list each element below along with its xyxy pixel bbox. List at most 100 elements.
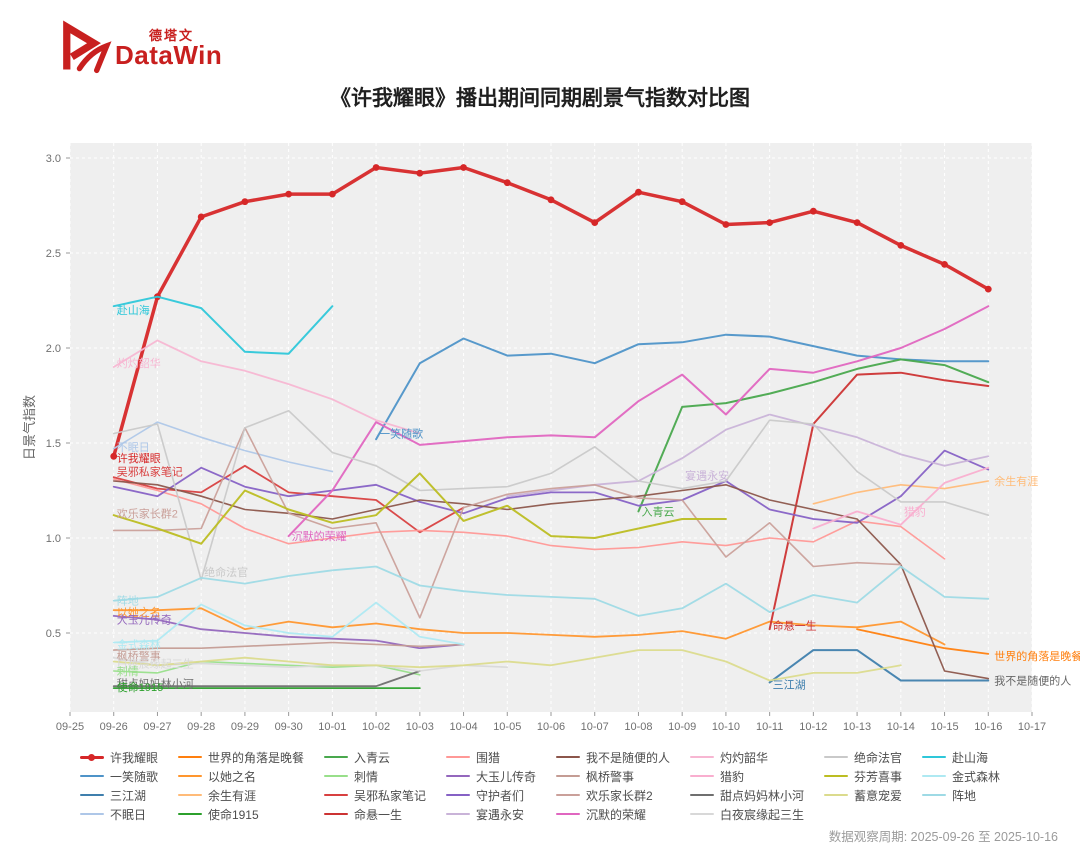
- legend-label: 赴山海: [952, 750, 989, 765]
- legend-item-绝命法官[interactable]: 绝命法官: [824, 748, 902, 766]
- legend-line-swatch: [445, 756, 470, 758]
- series-marker: [547, 196, 555, 204]
- series-marker: [722, 221, 730, 228]
- legend-label: 命悬一生: [353, 807, 402, 822]
- legend-label: 不眠日: [109, 807, 146, 822]
- legend-item-世界的角落是晚餐[interactable]: 世界的角落是晚餐: [177, 748, 304, 766]
- legend-item-沉默的荣耀[interactable]: 沉默的荣耀: [556, 805, 670, 823]
- legend-item-吴邪私家笔记[interactable]: 吴邪私家笔记: [323, 786, 426, 804]
- legend-line-swatch: [922, 775, 947, 777]
- legend-item-白夜宸缘起三生[interactable]: 白夜宸缘起三生: [690, 805, 804, 823]
- legend-wrap: 许我耀眼一笑随歌三江湖不眠日 世界的角落是晚餐以她之名余生有涯使命1915 入青云刺…: [0, 748, 1080, 823]
- legend-marker-dot: [87, 753, 95, 761]
- legend-item-大玉儿传奇[interactable]: 大玉儿传奇: [445, 767, 536, 785]
- legend-label: 大玉儿传奇: [475, 769, 536, 784]
- legend-item-以她之名[interactable]: 以她之名: [177, 767, 304, 785]
- legend-line-swatch: [445, 794, 470, 796]
- legend-line-swatch: [556, 813, 580, 815]
- legend-item-命悬一生[interactable]: 命悬一生: [323, 805, 426, 823]
- series-marker: [853, 219, 861, 227]
- legend-item-宴遇永安[interactable]: 宴遇永安: [445, 805, 536, 823]
- series-label-白夜宸缘起三生: 白夜宸缘起三生: [117, 656, 194, 670]
- series-line-金式森林: [112, 601, 465, 646]
- series-label-宴遇永安: 宴遇永安: [685, 468, 729, 482]
- legend-line-swatch: [323, 794, 348, 796]
- x-axis-tick-label: 10-12: [799, 721, 827, 733]
- series-label-阵地: 阵地: [117, 594, 139, 608]
- legend-item-芬芳喜事[interactable]: 芬芳喜事: [824, 767, 902, 785]
- legend-label: 围猎: [475, 750, 500, 765]
- legend-item-入青云[interactable]: 入青云: [323, 748, 426, 766]
- series-label-世界的角落是晚餐: 世界的角落是晚餐: [994, 649, 1080, 663]
- series-marker: [941, 261, 948, 268]
- x-axis-tick-label: 10-03: [406, 721, 434, 733]
- legend-item-许我耀眼[interactable]: 许我耀眼: [79, 748, 158, 766]
- series-marker: [197, 213, 205, 221]
- legend-item-赴山海[interactable]: 赴山海: [922, 748, 1000, 766]
- legend-label: 欢乐家长群2: [586, 788, 653, 803]
- series-label-大玉儿传奇: 大玉儿传奇: [117, 613, 172, 627]
- legend-item-蓄意宠爱[interactable]: 蓄意宠爱: [824, 786, 902, 804]
- legend-item-不眠日[interactable]: 不眠日: [79, 805, 158, 823]
- legend-item-三江湖[interactable]: 三江湖: [79, 786, 158, 804]
- legend-line-swatch: [177, 813, 202, 815]
- legend-item-刺情[interactable]: 刺情: [323, 767, 426, 785]
- legend-line-swatch: [177, 775, 202, 777]
- legend-item-金式森林[interactable]: 金式森林: [922, 767, 1000, 785]
- series-marker: [241, 198, 249, 206]
- series-line-世界的角落是晚餐: [856, 628, 990, 655]
- x-axis-tick-label: 10-13: [843, 721, 871, 733]
- legend-line-swatch: [824, 794, 849, 796]
- x-axis-tick-label: 10-01: [318, 721, 346, 733]
- legend-label: 许我耀眼: [109, 750, 158, 765]
- x-axis-tick-label: 09-27: [143, 721, 171, 733]
- legend-item-甜点妈妈林小河[interactable]: 甜点妈妈林小河: [690, 786, 804, 804]
- series-line-灼灼韶华: [112, 339, 421, 435]
- series-line-猎豹: [812, 466, 990, 530]
- series-label-沉默的荣耀: 沉默的荣耀: [292, 529, 347, 543]
- legend-line-swatch: [79, 794, 104, 796]
- legend-label: 阵地: [952, 788, 977, 803]
- legend-item-余生有涯[interactable]: 余生有涯: [177, 786, 304, 804]
- x-axis-tick-label: 09-25: [56, 721, 84, 733]
- legend-line-swatch: [690, 794, 715, 796]
- legend-label: 余生有涯: [207, 788, 256, 803]
- legend-line-swatch: [177, 756, 202, 758]
- series-label-猎豹: 猎豹: [904, 504, 926, 518]
- legend-label: 三江湖: [109, 788, 146, 803]
- legend-line-swatch: [556, 794, 580, 796]
- legend-item-灼灼韶华[interactable]: 灼灼韶华: [690, 748, 804, 766]
- legend-item-我不是随便的人[interactable]: 我不是随便的人: [556, 748, 670, 766]
- legend-label: 绝命法官: [854, 750, 903, 765]
- legend-label: 蓄意宠爱: [854, 788, 903, 803]
- logo-brand-en: DataWin: [115, 40, 223, 70]
- legend-item-阵地[interactable]: 阵地: [922, 786, 1000, 804]
- legend-item-猎豹[interactable]: 猎豹: [690, 767, 804, 785]
- legend-line-swatch: [690, 775, 715, 777]
- series-label-余生有涯: 余生有涯: [994, 474, 1038, 488]
- legend-line-swatch: [323, 775, 348, 777]
- y-axis-tick-label: 1.0: [46, 533, 61, 545]
- series-label-枫桥警事: 枫桥警事: [117, 649, 161, 663]
- legend-item-守护者们[interactable]: 守护者们: [445, 786, 536, 804]
- legend-label: 吴邪私家笔记: [353, 788, 426, 803]
- legend-line-swatch: [323, 813, 348, 815]
- legend-label: 世界的角落是晚餐: [207, 750, 304, 765]
- series-line-入青云: [637, 358, 990, 513]
- series-marker: [678, 198, 686, 206]
- x-axis-tick-label: 10-17: [1018, 721, 1046, 733]
- series-label-吴邪私家笔记: 吴邪私家笔记: [117, 465, 183, 479]
- series-marker: [416, 169, 424, 177]
- legend-item-一笑随歌[interactable]: 一笑随歌: [79, 767, 158, 785]
- legend-label: 一笑随歌: [109, 769, 158, 784]
- legend-line-swatch: [177, 794, 202, 796]
- x-axis-tick-label: 10-05: [493, 721, 521, 733]
- legend-item-使命1915[interactable]: 使命1915: [177, 805, 304, 823]
- legend-line-swatch: [556, 775, 580, 777]
- series-marker: [635, 188, 642, 196]
- series-label-一笑随歌: 一笑随歌: [379, 427, 423, 441]
- legend-item-枫桥警事[interactable]: 枫桥警事: [556, 767, 670, 785]
- legend-item-欢乐家长群2[interactable]: 欢乐家长群2: [556, 786, 670, 804]
- legend-item-围猎[interactable]: 围猎: [445, 748, 536, 766]
